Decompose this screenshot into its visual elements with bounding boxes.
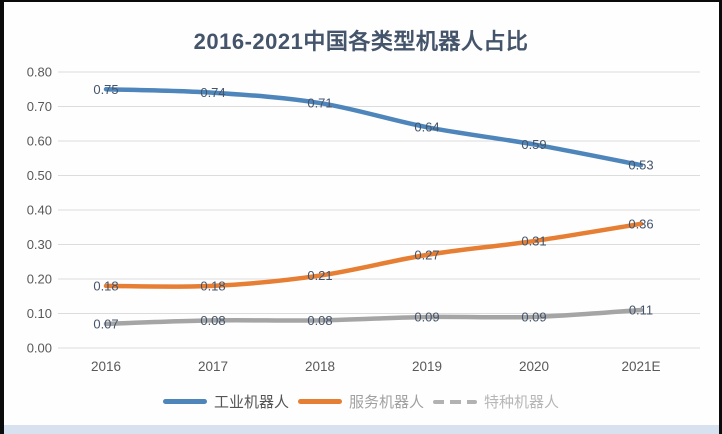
series-line-1 [103, 221, 644, 289]
legend-line-marker-icon [297, 399, 342, 404]
y-tick-label: 0.30 [27, 237, 52, 252]
data-label: 0.21 [307, 268, 332, 283]
y-tick-label: 0.70 [27, 99, 52, 114]
y-tick-label: 0.10 [27, 306, 52, 321]
y-tick-label: 0.00 [27, 341, 52, 356]
left-border [0, 0, 4, 434]
x-tick-label: 2021E [621, 359, 660, 374]
data-label: 0.75 [93, 82, 118, 97]
right-border [719, 0, 722, 434]
legend-label: 特种机器人 [484, 394, 560, 411]
legend-item-special-robot: 特种机器人 [433, 391, 559, 412]
x-tick-label: 2020 [519, 359, 549, 374]
y-tick-label: 0.40 [27, 203, 52, 218]
data-label: 0.71 [307, 96, 332, 111]
legend-item-industrial-robot: 工业机器人 [162, 391, 289, 412]
x-tick-label: 2018 [305, 359, 335, 374]
data-label: 0.74 [200, 85, 225, 100]
legend-label: 服务机器人 [348, 394, 424, 411]
data-label: 0.09 [521, 309, 546, 324]
series-line-0 [103, 87, 644, 168]
y-tick-label: 0.20 [27, 272, 52, 287]
data-label: 0.53 [628, 158, 653, 173]
data-label: 0.08 [307, 313, 332, 328]
data-label: 0.18 [200, 278, 225, 293]
legend-line-marker-icon [162, 399, 207, 404]
legend-label: 工业机器人 [213, 394, 289, 411]
x-tick-label: 2016 [91, 359, 121, 374]
legend-item-service-robot: 服务机器人 [297, 391, 424, 412]
y-tick-label: 0.50 [27, 168, 52, 183]
data-label: 0.07 [93, 316, 118, 331]
data-label: 0.08 [200, 313, 225, 328]
data-label: 0.31 [521, 234, 546, 249]
data-label: 0.36 [628, 216, 653, 231]
x-tick-label: 2019 [412, 359, 442, 374]
series-line-2 [103, 307, 644, 327]
chart-title: 2016-2021中国各类型机器人占比 [193, 29, 529, 54]
legend-dashed-line-marker-icon [433, 399, 477, 404]
data-label: 0.09 [414, 309, 439, 324]
chart-legend: 工业机器人 服务机器人 特种机器人 [0, 391, 722, 412]
y-tick-label: 0.80 [27, 65, 52, 80]
top-border [0, 0, 722, 2]
x-tick-label: 2017 [198, 359, 228, 374]
bottom-accent-strip [4, 425, 719, 434]
y-tick-label: 0.60 [27, 134, 52, 149]
data-label: 0.59 [521, 137, 546, 152]
data-label: 0.18 [93, 278, 118, 293]
data-label: 0.64 [414, 120, 439, 135]
data-label: 0.11 [629, 303, 653, 318]
data-label: 0.27 [414, 247, 439, 262]
